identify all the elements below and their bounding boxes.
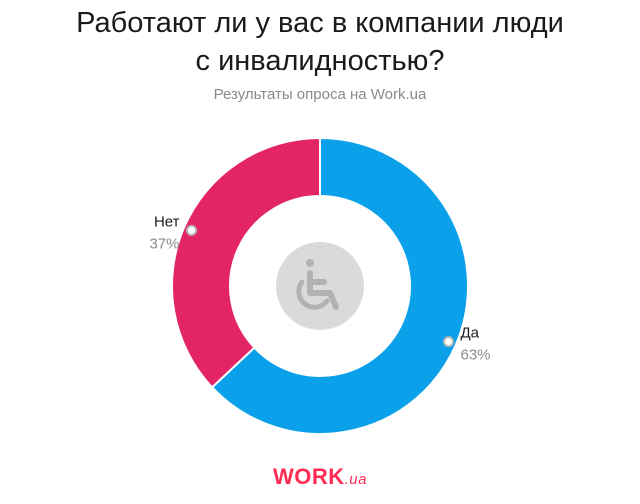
slice-value-label: 63%: [460, 347, 490, 364]
slice-yes: [210, 136, 469, 435]
chart-subtitle: Результаты опроса на Work.ua: [213, 86, 427, 103]
logo-main: WORK: [272, 464, 345, 489]
center-circle: [276, 242, 364, 330]
title-line-1: Работают ли у вас в компании люди: [76, 7, 564, 39]
title-line-2: с инвалидностью?: [195, 45, 445, 77]
slice-marker-dot: [442, 336, 454, 348]
work-ua-logo: WORK.ua: [0, 464, 640, 490]
center-badge: [276, 242, 364, 330]
chart-title: Работают ли у вас в компании люди с инва…: [0, 4, 640, 80]
slice-no: [171, 136, 321, 389]
logo-suffix: .ua: [344, 471, 367, 488]
slice-value-label: 37%: [149, 235, 179, 252]
slice-marker-dot: [186, 224, 198, 236]
labels-layer: Да 63% Нет 37%: [149, 213, 490, 363]
slice-label: Нет: [154, 213, 180, 230]
slices-layer: [171, 136, 469, 435]
wheelchair-icon: [296, 259, 339, 310]
slice-label: Да: [460, 325, 479, 342]
